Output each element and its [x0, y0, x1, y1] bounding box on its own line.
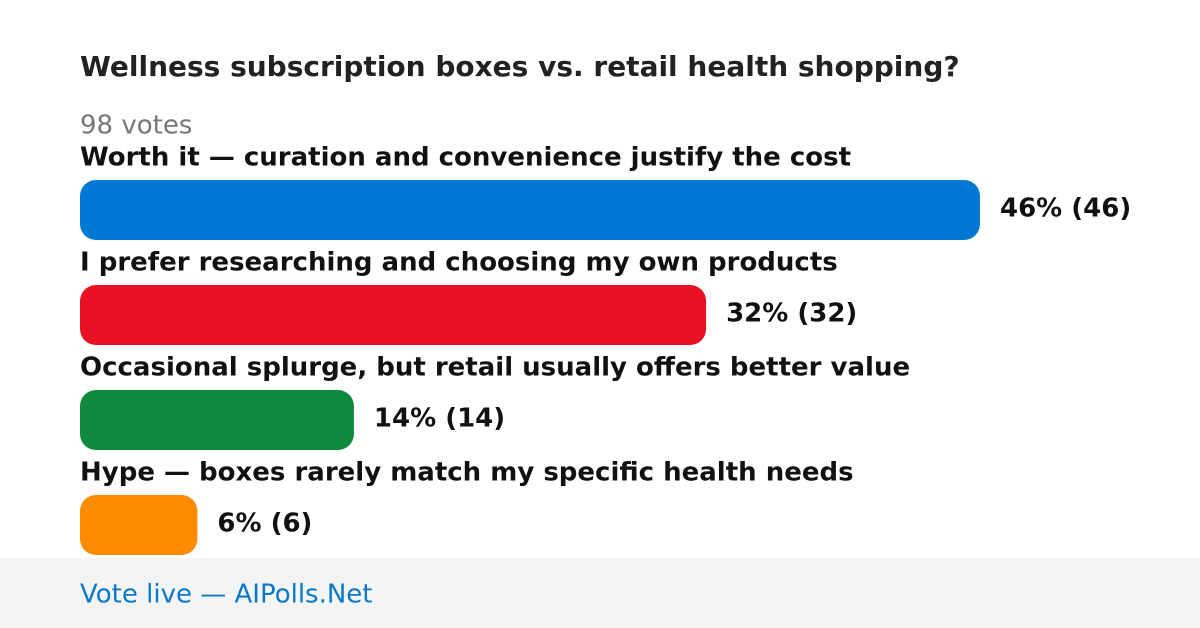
- bar: [80, 180, 980, 240]
- option-label: Worth it — curation and convenience just…: [80, 143, 851, 173]
- bar: [80, 495, 198, 555]
- footer-bar: [0, 558, 1200, 628]
- poll-title: Wellness subscription boxes vs. retail h…: [80, 50, 960, 83]
- bar: [80, 390, 354, 450]
- bar: [80, 285, 707, 345]
- option-label: Hype — boxes rarely match my specific he…: [80, 458, 854, 488]
- value-label: 32% (32): [726, 299, 857, 329]
- option-label: Occasional splurge, but retail usually o…: [80, 353, 910, 383]
- option-label: I prefer researching and choosing my own…: [80, 248, 838, 278]
- vote-count: 98 votes: [80, 111, 192, 141]
- value-label: 14% (14): [374, 404, 505, 434]
- value-label: 6% (6): [217, 509, 312, 539]
- value-label: 46% (46): [1000, 194, 1131, 224]
- footer-link[interactable]: Vote live — AIPolls.Net: [80, 580, 373, 610]
